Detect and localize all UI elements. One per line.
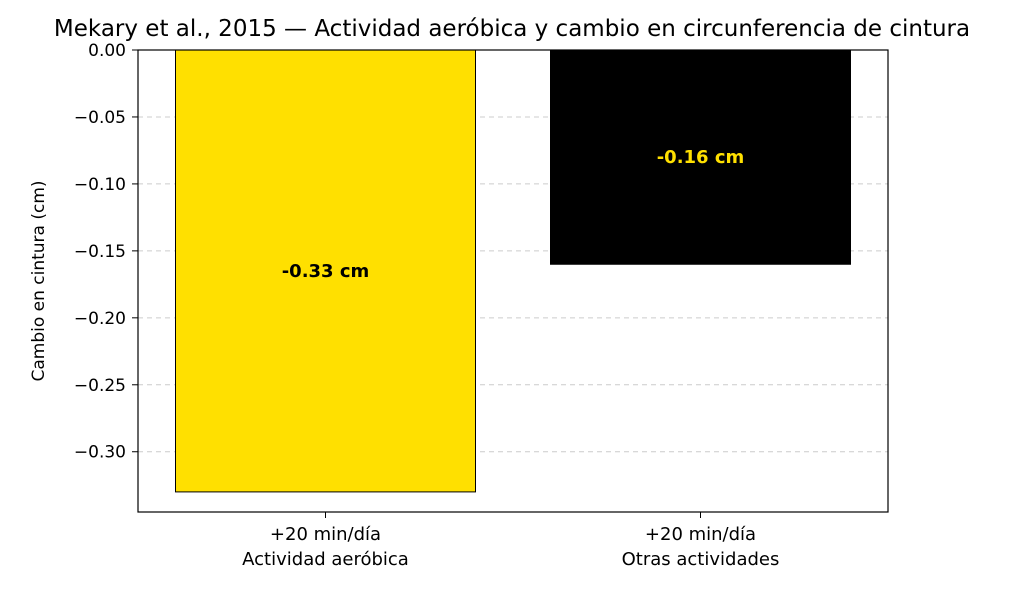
bar-2 [550, 49, 851, 265]
bars [175, 49, 851, 493]
y-tick-label: −0.05 [74, 108, 126, 128]
x-tick-label: Otras actividades [622, 549, 780, 570]
x-tick-label: Actividad aeróbica [242, 549, 409, 570]
y-tick-label: −0.15 [74, 242, 126, 262]
y-tick-label: 0.00 [88, 41, 126, 61]
bar-data-label: -0.33 cm [282, 261, 370, 282]
x-tick-label: +20 min/día [645, 524, 756, 545]
plot-frame [137, 49, 889, 513]
axes [132, 49, 889, 518]
y-tick-label: −0.25 [74, 376, 126, 396]
bar-1 [175, 49, 476, 493]
y-axis-label: Cambio en cintura (cm) [29, 180, 49, 381]
y-tick-label: −0.10 [74, 175, 126, 195]
labels: -0.33 cm +20 min/día Actividad aeróbica -0.… [74, 41, 779, 570]
bar-data-label: -0.16 cm [657, 147, 745, 168]
y-tick-label: −0.20 [74, 309, 126, 329]
y-tick-label: −0.30 [74, 443, 126, 463]
x-tick-label: +20 min/día [270, 524, 381, 545]
chart-title: Mekary et al., 2015 — Actividad aeróbica… [54, 16, 970, 42]
